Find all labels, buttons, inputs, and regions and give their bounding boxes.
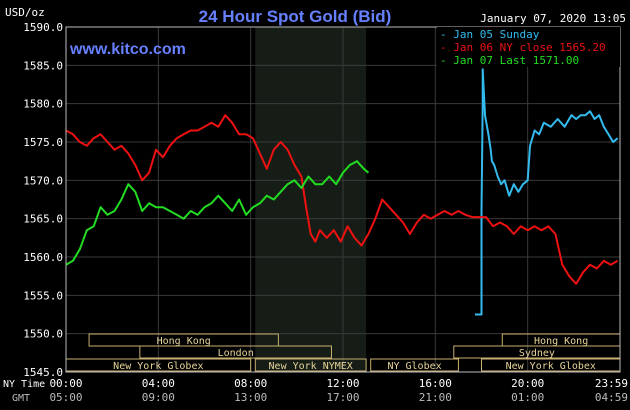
- chart-datetime: January 07, 2020 13:05: [480, 12, 626, 25]
- y-tick-label: 1555.0: [23, 289, 63, 302]
- y-tick-label: 1565.0: [23, 213, 63, 226]
- y-tick-label: 1580.0: [23, 98, 63, 111]
- legend-entry: - Jan 05 Sunday: [440, 28, 540, 41]
- y-tick-label: 1585.0: [23, 59, 63, 72]
- y-tick-label: 1545.0: [23, 366, 63, 379]
- chart-title: 24 Hour Spot Gold (Bid): [199, 7, 392, 26]
- session-bar: [370, 358, 459, 372]
- session-label: Sydney: [519, 348, 555, 359]
- x-tick-ny-label: 12:00: [326, 377, 359, 390]
- session-label: New York Globex: [506, 361, 596, 372]
- plot-frame: [65, 26, 621, 373]
- x-tick-gmt-label: 01:00: [511, 391, 544, 404]
- unit-label: USD/oz: [5, 6, 45, 19]
- legend-entry: - Jan 07 Last 1571.00: [440, 54, 579, 67]
- kitco-watermark: www.kitco.com: [69, 41, 186, 58]
- market-session-bars: Hong Kong London New York Globex New York N…: [65, 333, 621, 372]
- x-tick-ny-label: 08:00: [234, 377, 267, 390]
- x-tick-gmt-label: 17:00: [326, 391, 359, 404]
- session-label: New York NYMEX: [269, 361, 353, 372]
- session-label: London: [218, 348, 254, 359]
- session-bar: [139, 345, 332, 359]
- session-label: Hong Kong: [157, 336, 211, 347]
- x-tick-gmt-label: 04:59: [595, 391, 628, 404]
- series-line: [65, 114, 619, 285]
- x-tick-ny-label: 20:00: [511, 377, 544, 390]
- y-tick-label: 1570.0: [23, 174, 63, 187]
- gmt-row-label: GMT: [12, 393, 30, 404]
- chart-legend: - Jan 05 Sunday- Jan 06 NY close 1565.20…: [437, 27, 620, 67]
- x-tick-gmt-label: 09:00: [142, 391, 175, 404]
- series-line: [475, 68, 619, 316]
- x-tick-ny-label: 00:00: [49, 377, 82, 390]
- x-tick-ny-label: 23:59: [595, 377, 628, 390]
- session-label: NY Globex: [387, 361, 441, 372]
- legend-entry: - Jan 06 NY close 1565.20: [440, 41, 606, 54]
- y-tick-label: 1590.0: [23, 21, 63, 34]
- y-tick-label: 1560.0: [23, 251, 63, 264]
- x-tick-ny-label: 16:00: [419, 377, 452, 390]
- y-axis-ticks: 1590.0 1585.0 1580.0 1575.0 1570.0 1565.0 1560…: [23, 21, 63, 379]
- y-tick-label: 1550.0: [23, 328, 63, 341]
- session-label: New York Globex: [113, 361, 203, 372]
- session-bar: [254, 358, 367, 372]
- x-tick-ny-label: 04:00: [142, 377, 175, 390]
- y-tick-label: 1575.0: [23, 136, 63, 149]
- legend-background: [437, 27, 620, 67]
- x-tick-gmt-label: 13:00: [234, 391, 267, 404]
- x-tick-gmt-label: 21:00: [419, 391, 452, 404]
- series-line: [65, 160, 370, 266]
- series-lines: [65, 68, 619, 316]
- ny-time-row-label: NY Time: [3, 379, 45, 390]
- x-tick-gmt-label: 05:00: [49, 391, 82, 404]
- session-label: Hong Kong: [534, 336, 588, 347]
